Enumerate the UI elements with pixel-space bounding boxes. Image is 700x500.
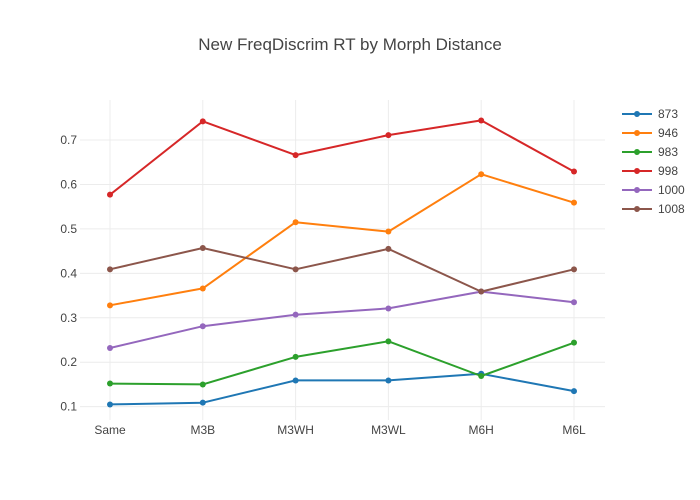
data-point[interactable] — [478, 373, 485, 379]
data-point[interactable] — [107, 266, 113, 273]
legend-item[interactable]: 1008 — [622, 202, 685, 216]
data-point[interactable] — [199, 399, 206, 406]
data-point[interactable] — [571, 339, 577, 346]
data-point[interactable] — [385, 245, 392, 252]
data-point[interactable] — [571, 168, 577, 175]
x-tick-label: M3WH — [277, 423, 314, 437]
y-axis-ticks: 0.1 0.2 0.3 0.4 0.5 0.6 0.7 — [60, 133, 77, 414]
data-point[interactable] — [385, 338, 392, 345]
x-tick-label: M6H — [469, 423, 494, 437]
y-tick-label: 0.7 — [60, 133, 77, 147]
series-line — [109, 290, 575, 349]
data-point[interactable] — [292, 152, 299, 159]
series-line — [109, 173, 575, 307]
y-tick-label: 0.3 — [60, 311, 77, 325]
legend-swatch-marker — [634, 130, 640, 136]
legend-label: 946 — [658, 126, 678, 140]
data-point[interactable] — [385, 377, 392, 384]
legend-label: 1008 — [658, 202, 685, 216]
legend-label: 873 — [658, 107, 678, 121]
series-line — [109, 247, 575, 293]
legend-item[interactable]: 1000 — [622, 183, 685, 197]
x-axis-ticks: Same M3B M3WH M3WL M6H M6L — [94, 423, 586, 437]
legend-swatch-marker — [634, 168, 640, 174]
series-946[interactable] — [107, 171, 577, 309]
series-1008[interactable] — [107, 245, 577, 295]
data-point[interactable] — [571, 199, 577, 206]
x-tick-label: M6L — [562, 423, 586, 437]
data-point[interactable] — [385, 228, 392, 235]
data-point[interactable] — [292, 377, 299, 384]
data-point[interactable] — [478, 288, 485, 295]
legend-item[interactable]: 946 — [622, 126, 678, 140]
data-point[interactable] — [385, 305, 392, 312]
legend-label: 1000 — [658, 183, 685, 197]
y-tick-label: 0.5 — [60, 222, 77, 236]
y-tick-label: 0.4 — [60, 266, 77, 280]
legend[interactable]: 873 946 983 998 1000 1008 — [622, 107, 685, 216]
series-lines — [107, 117, 577, 408]
series-873[interactable] — [107, 370, 577, 408]
data-point[interactable] — [292, 311, 299, 318]
series-line — [109, 119, 575, 196]
data-point[interactable] — [107, 302, 113, 309]
data-point[interactable] — [107, 191, 113, 198]
series-line — [109, 340, 575, 386]
data-point[interactable] — [199, 323, 206, 330]
legend-item[interactable]: 998 — [622, 164, 678, 178]
data-point[interactable] — [199, 381, 206, 388]
data-point[interactable] — [292, 353, 299, 360]
data-point[interactable] — [292, 266, 299, 273]
data-point[interactable] — [292, 219, 299, 226]
legend-swatch-marker — [634, 111, 640, 117]
legend-swatch-marker — [634, 187, 640, 193]
data-point[interactable] — [478, 171, 485, 178]
legend-label: 998 — [658, 164, 678, 178]
y-tick-label: 0.2 — [60, 355, 77, 369]
data-point[interactable] — [199, 245, 206, 251]
legend-swatch-marker — [634, 149, 640, 155]
legend-item[interactable]: 873 — [622, 107, 678, 121]
data-point[interactable] — [571, 299, 577, 306]
y-tick-label: 0.6 — [60, 177, 77, 191]
y-tick-label: 0.1 — [60, 400, 77, 414]
data-point[interactable] — [199, 118, 206, 125]
series-998[interactable] — [107, 117, 577, 198]
legend-swatch-marker — [634, 206, 640, 212]
grid — [80, 100, 605, 420]
data-point[interactable] — [107, 401, 113, 408]
x-tick-label: M3WL — [371, 423, 406, 437]
series-1000[interactable] — [107, 288, 577, 351]
chart-title: New FreqDiscrim RT by Morph Distance — [198, 35, 502, 54]
data-point[interactable] — [571, 388, 577, 395]
data-point[interactable] — [199, 285, 206, 292]
data-point[interactable] — [107, 380, 113, 387]
data-point[interactable] — [571, 266, 577, 273]
legend-label: 983 — [658, 145, 678, 159]
data-point[interactable] — [107, 345, 113, 351]
legend-item[interactable]: 983 — [622, 145, 678, 159]
x-tick-label: M3B — [190, 423, 215, 437]
series-983[interactable] — [107, 338, 577, 388]
data-point[interactable] — [385, 132, 392, 139]
data-point[interactable] — [478, 117, 485, 124]
series-line — [109, 372, 575, 406]
x-tick-label: Same — [94, 423, 126, 437]
